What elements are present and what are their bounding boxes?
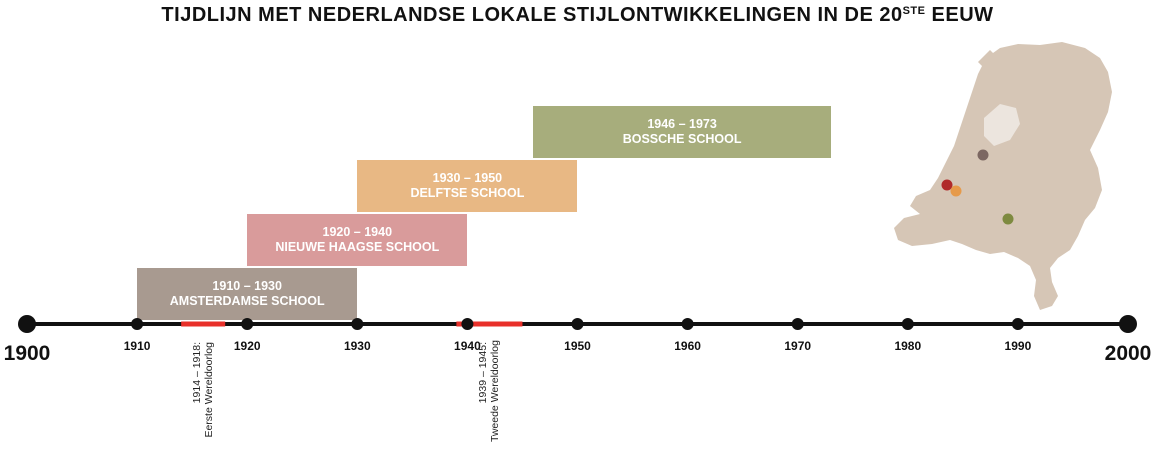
tick-label-1960: 1960 <box>674 339 701 353</box>
tick-dot-1910 <box>131 318 144 330</box>
den-bosch-dot <box>1002 213 1014 225</box>
tick-label-1950: 1950 <box>564 339 591 353</box>
period-years: 1946 – 1973 <box>647 117 717 131</box>
tick-label-1920: 1920 <box>234 339 261 353</box>
period-bar-4: 1946 – 1973 BOSSCHE SCHOOL <box>533 106 831 158</box>
tick-label-1930: 1930 <box>344 339 371 353</box>
axis-start-label: 1900 <box>4 342 51 365</box>
period-name: DELFTSE SCHOOL <box>410 186 525 200</box>
tick-dot-1930 <box>351 318 364 330</box>
axis-start-dot <box>18 315 36 333</box>
tick-dot-1920 <box>241 318 254 330</box>
tick-dot-1960 <box>681 318 694 330</box>
tick-label-1940: 1940 <box>454 339 481 353</box>
period-name: BOSSCHE SCHOOL <box>622 132 742 146</box>
delft-dot <box>950 185 962 197</box>
page-title: TIJDLIJN MET NEDERLANDSE LOKALE STIJLONT… <box>0 4 1155 27</box>
axis-ticks: 1910 1920 1930 1940 1950 1960 1970 1980 1990 <box>124 318 1032 353</box>
war-bar-2 <box>456 321 523 327</box>
tick-dot-1980 <box>901 318 914 330</box>
tick-label-1980: 1980 <box>894 339 921 353</box>
title-superscript: STE <box>902 5 926 17</box>
period-bar-1: 1910 – 1930 AMSTERDAMSE SCHOOL <box>137 268 358 320</box>
amsterdam-dot <box>977 149 989 161</box>
title-end: EEUW <box>925 4 994 26</box>
period-years: 1920 – 1940 <box>322 225 393 239</box>
map-island-texel <box>978 50 996 70</box>
map-ijsselmeer <box>984 104 1020 146</box>
tick-label-1970: 1970 <box>784 339 811 353</box>
war-bars <box>181 321 523 327</box>
axis-end-dot <box>1119 315 1137 333</box>
tick-label-1910: 1910 <box>124 339 151 353</box>
period-years: 1910 – 1930 <box>212 279 282 293</box>
period-bar-3: 1930 – 1950 DELFTSE SCHOOL <box>357 160 578 212</box>
tick-dot-1940 <box>461 318 474 330</box>
tick-dot-1970 <box>791 318 804 330</box>
tick-label-1990: 1990 <box>1005 339 1032 353</box>
tick-dot-1990 <box>1011 318 1024 330</box>
period-name: NIEUWE HAAGSE SCHOOL <box>275 240 440 254</box>
map-shape <box>894 42 1112 310</box>
den-haag-dot <box>941 179 953 191</box>
war-bar-1 <box>181 321 226 327</box>
period-name: AMSTERDAMSE SCHOOL <box>169 294 325 308</box>
tick-dot-1950 <box>571 318 584 330</box>
axis-end-label: 2000 <box>1105 342 1152 365</box>
period-years: 1930 – 1950 <box>432 171 503 185</box>
netherlands-map <box>894 42 1112 310</box>
period-bar-2: 1920 – 1940 NIEUWE HAAGSE SCHOOL <box>247 214 468 266</box>
title-main: TIJDLIJN MET NEDERLANDSE LOKALE STIJLONT… <box>161 4 903 26</box>
